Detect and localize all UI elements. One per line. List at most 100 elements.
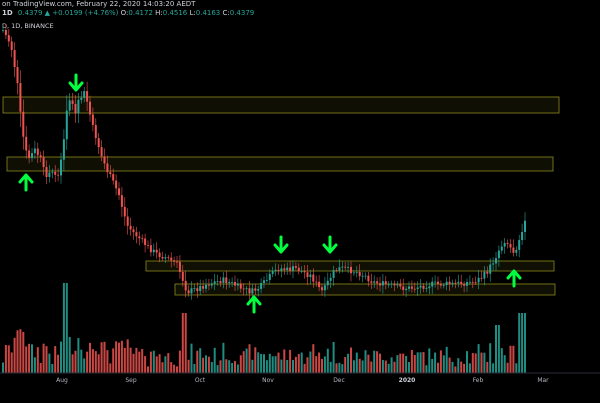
volume-bar [524,313,526,373]
candle-body [239,283,242,289]
volume-bar [245,348,248,373]
volume-bar [260,353,263,373]
candle-body [120,195,123,207]
candle-body [138,236,141,239]
candle-body [60,159,62,176]
down-arrow-icon [322,235,338,254]
candle-body [39,155,42,158]
volume-bar [54,346,57,373]
volume-bar [135,347,138,373]
volume-bar [518,313,521,373]
candle-body [54,171,57,175]
volume-bar [323,356,326,373]
candle-body [419,285,422,288]
volume-bar [118,342,120,373]
candle-body [109,172,112,175]
volume-bar [396,355,399,373]
volume-bar [521,313,524,373]
candle-body [219,281,222,283]
candle-body [83,91,86,98]
candle-body [399,284,402,287]
volume-bar [503,355,506,373]
resistance-zone-top [2,96,560,114]
candle-body [248,288,251,294]
volume-bar [370,361,373,373]
candle-body [370,281,373,283]
volume-bar [13,337,16,373]
x-axis-tick-label: Sep [125,377,137,384]
candle-body [205,284,207,289]
volume-bar [7,345,10,373]
volume-bar [141,348,144,373]
volume-bar [77,338,80,373]
x-axis-tick-label: Mar [537,377,549,384]
candle-body [196,288,199,292]
volume-bar [289,349,292,373]
candle-body [515,249,518,253]
up-arrow-icon [246,295,262,314]
volume-bar [306,357,309,373]
volume-bar [62,283,65,373]
volume-bar [292,360,294,373]
candle-body [451,282,454,285]
candle-body [57,174,60,176]
candle-body [199,286,202,292]
candle-body [210,283,213,286]
candle-body [181,271,184,281]
support-zone-lower [174,283,556,296]
candle-body [123,206,126,217]
volume-bar [199,348,202,373]
down-arrow-icon [273,235,289,254]
volume-bar [213,347,216,373]
volume-bar [57,354,60,373]
candle-body [483,271,486,279]
candle-body [277,269,280,271]
volume-bar [123,347,126,373]
candle-body [506,243,509,244]
volume-bar [405,355,408,373]
volume-bar [318,352,321,373]
volume-bar [16,330,19,373]
candle-body [10,41,13,51]
volume-bar [25,346,28,373]
volume-bar [312,344,315,373]
volume-bar [379,353,381,373]
candle-body [289,267,292,271]
candle-body [260,282,263,289]
candle-body [503,243,506,247]
candle-body [303,271,306,273]
candle-body [480,277,483,279]
candle-body [350,266,352,274]
candle-body [439,283,442,286]
volume-bar [144,356,147,373]
volume-bar [509,345,512,373]
volume-bar [483,352,486,373]
volume-bar [437,362,439,373]
volume-bar [515,363,518,373]
volume-bar [286,360,289,373]
volume-bar [89,342,91,373]
volume-bar [422,352,425,373]
candle-body [294,266,297,268]
candle-body [155,249,158,253]
candle-body [263,280,265,283]
resistance-zone-upper [6,156,554,172]
candle-body [187,290,190,294]
volume-bar [500,348,503,373]
candle-body [242,288,245,290]
volume-bar [173,364,176,373]
candle-body [152,249,155,253]
candle-body [213,281,216,284]
volume-bar [425,365,428,373]
candle-body [178,261,181,272]
volume-bar [335,363,338,373]
candle-body [387,284,390,286]
volume-bar [416,352,419,373]
volume-bar [454,366,457,373]
volume-bar [10,352,13,373]
candle-body [361,275,364,277]
candle-body [149,245,152,253]
candle-body [100,147,103,157]
candle-body [65,110,68,140]
